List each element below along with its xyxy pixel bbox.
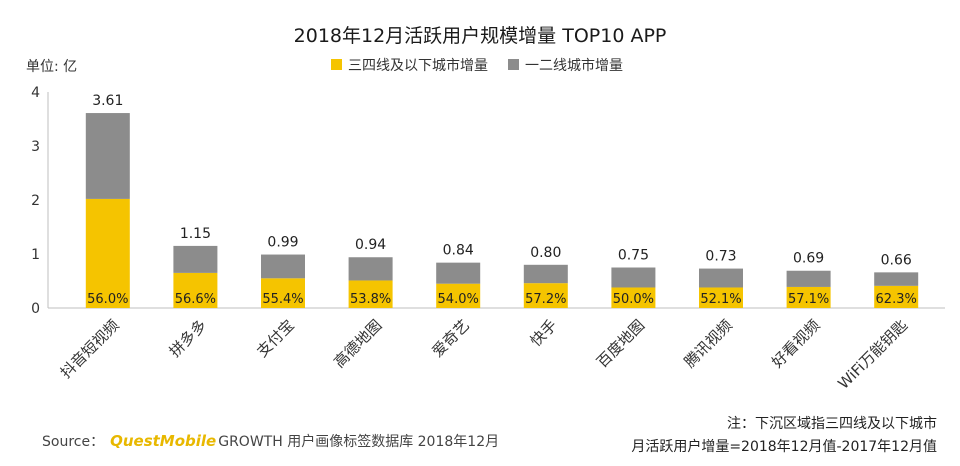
bar-percent-label: 55.4% <box>262 292 303 307</box>
y-axis-unit-label: 单位: 亿 <box>26 59 77 75</box>
bars-group: 3.61 56.0% 1.15 56.6% 0.99 55.4% 0.94 53.8% 0.84… <box>85 93 919 308</box>
bar-segment-upper-tier <box>348 257 393 281</box>
bar-total-label: 0.75 <box>618 248 649 264</box>
bar-segment-lower-tier <box>436 283 481 308</box>
bar-percent-label: 52.1% <box>700 292 741 307</box>
bar-total-label: 0.69 <box>793 251 824 267</box>
legend-swatch-lower-tier <box>331 59 342 70</box>
footnote-line-1: 注：下沉区域指三四线及以下城市 <box>727 415 937 432</box>
y-tick-label: 4 <box>31 85 40 101</box>
x-category-label: 抖音短视频 <box>57 316 123 382</box>
bar-segment-upper-tier <box>874 272 919 286</box>
x-axis-labels: 抖音短视频 拼多多 支付宝 高德地图 爱奇艺 快手 百度地图 腾讯视频 好看视频 WiFi万能钥匙 <box>57 316 911 393</box>
bar-total-label: 0.80 <box>530 245 561 261</box>
bar-segment-lower-tier <box>786 286 831 308</box>
x-category-label: 拼多多 <box>166 316 211 361</box>
bar-percent-label: 54.0% <box>438 292 479 307</box>
bar-segment-lower-tier <box>874 285 919 308</box>
bar-segment-lower-tier <box>173 272 218 308</box>
bar-total-label: 0.66 <box>881 252 912 268</box>
bar-total-label: 1.15 <box>180 226 211 242</box>
legend-label-lower-tier: 三四线及以下城市增量 <box>348 57 488 74</box>
y-tick-label: 1 <box>31 247 40 263</box>
bar-segment-upper-tier <box>786 270 831 287</box>
bar-total-label: 0.73 <box>705 249 736 265</box>
bar-total-label: 0.84 <box>443 243 474 259</box>
bar-percent-label: 53.8% <box>350 292 391 307</box>
bar-segment-upper-tier <box>523 264 568 284</box>
y-tick-label: 0 <box>31 301 40 317</box>
bar-total-label: 3.61 <box>92 93 123 109</box>
x-category-label: 支付宝 <box>253 316 298 361</box>
bar-segment-upper-tier <box>85 113 130 199</box>
bar-segment-lower-tier <box>611 287 656 308</box>
x-category-label: 好看视频 <box>768 316 823 371</box>
bar-percent-label: 57.2% <box>525 292 566 307</box>
bar-segment-upper-tier <box>611 267 656 288</box>
y-tick-label: 3 <box>31 139 40 155</box>
footnote-line-2: 月活跃用户增量=2018年12月值-2017年12月值 <box>631 438 937 455</box>
bar-segment-upper-tier <box>699 268 743 288</box>
bar-segment-lower-tier <box>348 280 393 308</box>
y-tick-label: 2 <box>31 193 40 209</box>
source-line: Source： QuestMobile GROWTH 用户画像标签数据库 2018年… <box>42 432 499 450</box>
chart-title: 2018年12月活跃用户规模增量 TOP10 APP <box>294 25 667 47</box>
legend-label-upper-tier: 一二线城市增量 <box>525 57 623 74</box>
bar-percent-label: 57.1% <box>788 292 829 307</box>
source-rest: GROWTH 用户画像标签数据库 2018年12月 <box>218 433 499 450</box>
source-brand: QuestMobile <box>110 432 216 450</box>
bar-segment-upper-tier <box>261 254 305 279</box>
x-category-label: 爱奇艺 <box>428 316 473 361</box>
bar-total-label: 0.94 <box>355 237 386 253</box>
x-category-label: 百度地图 <box>593 316 648 371</box>
bar-percent-label: 62.3% <box>876 292 917 307</box>
x-category-label: 腾讯视频 <box>681 316 736 371</box>
source-prefix: Source： <box>42 434 104 450</box>
bar-percent-label: 56.6% <box>175 292 216 307</box>
legend-swatch-upper-tier <box>508 59 519 70</box>
bar-segment-upper-tier <box>436 262 481 284</box>
bar-percent-label: 56.0% <box>87 292 128 307</box>
y-axis-ticks: 0 1 2 3 4 <box>31 85 40 317</box>
x-category-label: WiFi万能钥匙 <box>834 316 911 393</box>
bar-segment-lower-tier <box>699 287 743 308</box>
bar-segment-lower-tier <box>523 283 568 308</box>
bar-total-label: 0.99 <box>267 235 298 251</box>
bar-segment-upper-tier <box>173 245 218 273</box>
bar-segment-lower-tier <box>261 278 305 308</box>
bar-segment-lower-tier <box>85 198 130 308</box>
x-category-label: 高德地图 <box>330 316 385 371</box>
bar-percent-label: 50.0% <box>613 292 654 307</box>
legend: 三四线及以下城市增量 一二线城市增量 <box>331 57 623 74</box>
x-category-label: 快手 <box>527 316 561 350</box>
